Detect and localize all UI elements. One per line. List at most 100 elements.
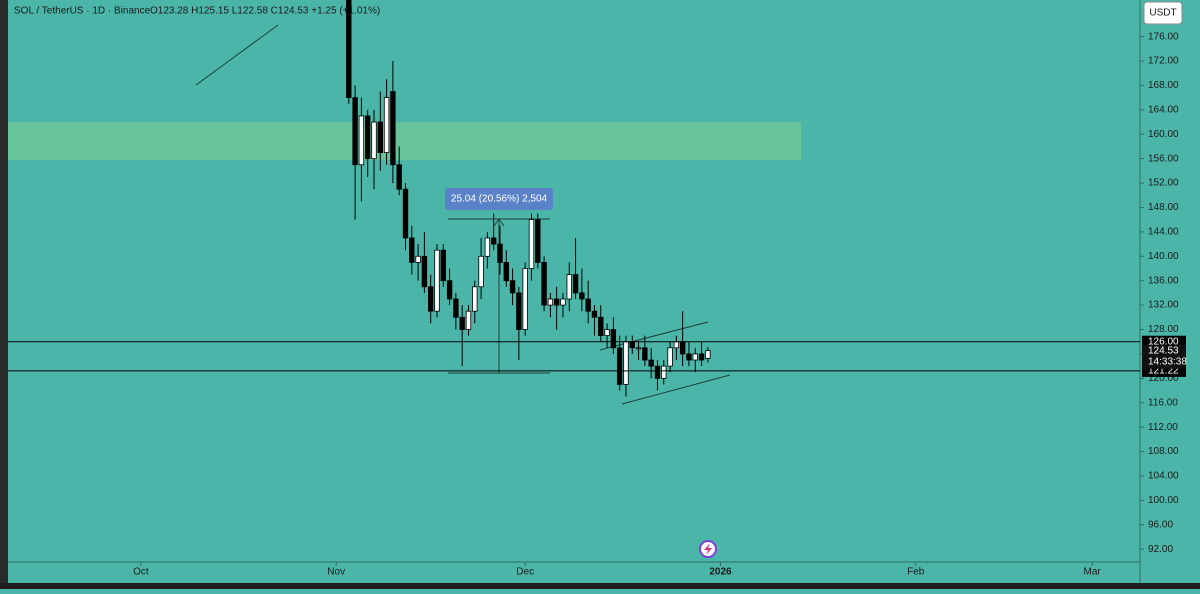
candle-body [352, 97, 358, 166]
x-tick-label: 2026 [709, 567, 732, 578]
candle-body [490, 237, 497, 245]
measure-box [445, 188, 553, 210]
left-edge [0, 0, 8, 589]
candle-body [623, 341, 629, 385]
y-tick-label: 104.00 [1148, 471, 1179, 482]
candle-body [591, 310, 598, 318]
candle-body [440, 249, 446, 282]
candle-body [478, 255, 484, 288]
candle-body [465, 310, 472, 330]
candle-body [566, 274, 572, 300]
candle-body [579, 292, 585, 300]
candle-body [497, 243, 503, 263]
y-tick-label: 156.00 [1148, 153, 1179, 164]
y-tick-label: 160.00 [1148, 129, 1179, 140]
candle-body [667, 347, 673, 367]
candle-body [371, 121, 377, 160]
y-tick-label: 116.00 [1148, 397, 1178, 408]
candle-body [553, 298, 560, 306]
candle-body [585, 298, 591, 312]
supply-zone [8, 122, 801, 160]
candle-body [698, 353, 705, 361]
candle-body [346, 0, 352, 99]
candle-body [503, 261, 509, 282]
measure-arrow [498, 218, 505, 227]
y-tick-label: 128.00 [1148, 324, 1179, 335]
y-tick-label: 136.00 [1148, 275, 1179, 286]
y-tick-label: 132.00 [1148, 300, 1179, 311]
countdown-label: 14:33:38 [1148, 356, 1187, 367]
candle-body [516, 292, 522, 330]
event-icon-bolt [704, 543, 712, 555]
candle-body [661, 365, 667, 379]
candle-body [692, 353, 698, 361]
candle-body [453, 298, 459, 318]
currency-button[interactable] [1143, 1, 1183, 25]
x-tick-label: Nov [327, 567, 345, 578]
candle-body [654, 365, 661, 379]
candle-body [686, 353, 692, 361]
trend-line [621, 374, 731, 405]
candle-body [610, 329, 617, 349]
x-tick-label: Dec [516, 567, 534, 578]
candle-body [446, 280, 453, 300]
candle-body [535, 219, 541, 263]
candle-body [616, 347, 623, 385]
y-tick-label: 120.00 [1148, 373, 1179, 384]
y-tick-label: 140.00 [1148, 251, 1179, 262]
last-price-box [1142, 344, 1186, 369]
y-tick-label: 168.00 [1148, 80, 1179, 91]
y-tick-label: 164.00 [1148, 104, 1179, 115]
candle-body [459, 316, 465, 330]
candle-body [547, 298, 554, 306]
currency-label: USDT [1149, 8, 1176, 19]
candle-body [421, 255, 428, 288]
candle-body [434, 249, 440, 312]
axes: 92.00 96.00 100.00 104.00 108.00 112.00 116.00… [133, 31, 1187, 577]
trend-line [195, 24, 279, 86]
candle-body [396, 164, 402, 190]
y-tick-label: 144.00 [1148, 227, 1179, 238]
last-price-label: 124.53 [1148, 345, 1179, 356]
x-tick-label: Mar [1084, 567, 1102, 578]
measure-arrow [493, 218, 500, 227]
ohlc-readout: O123.28 H125.15 L122.58 C124.53 +1.25 (+… [150, 6, 380, 17]
bottom-edge [0, 583, 1200, 589]
candle-body [598, 316, 604, 337]
candle-body [390, 91, 396, 166]
candle-body [635, 347, 642, 350]
candle-body [364, 115, 371, 160]
y-tick-label: 112.00 [1148, 422, 1178, 433]
y-tick-label: 148.00 [1148, 202, 1179, 213]
plot-area [8, 0, 1140, 405]
measure-label: 25.04 (20.56%) 2,504 [451, 194, 548, 205]
candle-body [560, 298, 566, 306]
trend-line [599, 321, 709, 351]
candle-body [642, 347, 648, 361]
candle-body [383, 97, 390, 153]
candle-body [409, 237, 415, 263]
y-tick-label: 108.00 [1148, 446, 1179, 457]
candle-body [528, 219, 535, 269]
candle-body [705, 350, 711, 359]
level-label: 126.00 [1148, 336, 1179, 347]
candle-body [358, 115, 365, 166]
candle-body [572, 274, 579, 294]
candle-body [541, 261, 547, 306]
candle-body [415, 255, 421, 263]
symbol-title: SOL / TetherUS · 1D · Binance [14, 6, 151, 17]
candle-body [604, 329, 610, 337]
candle-body [427, 286, 434, 312]
candle-body [484, 237, 491, 257]
y-tick-label: 172.00 [1148, 56, 1179, 67]
candle-body [472, 286, 478, 312]
candle-body [377, 121, 383, 153]
candle-body [522, 268, 528, 330]
y-tick-label: 176.00 [1148, 31, 1179, 42]
candle-body [648, 359, 654, 367]
candle-body [509, 280, 516, 294]
candle-body [629, 341, 635, 349]
y-tick-label: 100.00 [1148, 495, 1179, 506]
